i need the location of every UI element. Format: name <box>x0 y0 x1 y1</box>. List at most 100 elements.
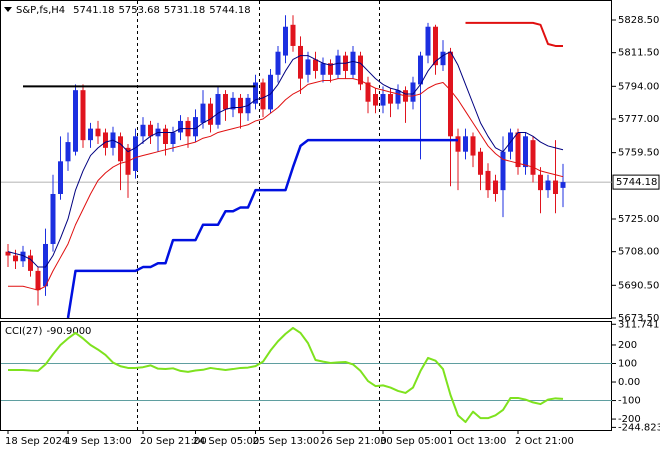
candle-body <box>133 136 138 171</box>
candle-body <box>275 51 281 75</box>
candle-body <box>283 26 288 56</box>
candle-body <box>305 59 311 75</box>
candle-body <box>193 117 198 137</box>
candle-body <box>388 94 393 104</box>
candle-body <box>28 255 33 271</box>
cci-label: CCI(27) -90.9000 <box>5 326 91 337</box>
overlay-line <box>66 138 458 319</box>
candle-body <box>163 128 168 145</box>
cci-value: -90.9000 <box>46 326 91 337</box>
cci-line <box>8 326 564 424</box>
overlay-line <box>8 78 564 291</box>
ohlc-low: 5731.18 <box>164 5 205 16</box>
candle-body <box>65 142 71 162</box>
candle-body <box>530 140 536 175</box>
y-tick-label: 5673.50 <box>618 313 659 324</box>
y-tick-label: -100 <box>618 396 641 407</box>
candle-body <box>20 251 26 262</box>
candle-body <box>215 94 221 125</box>
candle-body <box>358 55 363 85</box>
candle-body <box>223 94 228 110</box>
candle-body <box>335 55 341 75</box>
candle-body <box>230 97 236 110</box>
candle-body <box>140 124 146 137</box>
overlay-line <box>465 21 563 47</box>
y-tick-label: 5811.50 <box>618 48 659 59</box>
candle-body <box>35 270 41 291</box>
candle-body <box>268 74 273 110</box>
candle-body <box>470 136 476 156</box>
candle-body <box>538 174 543 191</box>
candle-body <box>380 94 386 106</box>
symbol: S&P,fs,H4 <box>16 5 65 16</box>
candle-body <box>365 82 371 102</box>
candle-body <box>148 124 153 137</box>
candle-body <box>493 180 498 194</box>
x-tick-label: 20 Sep 21:00 <box>140 436 207 447</box>
main-frame <box>0 0 612 319</box>
ohlc-high: 5753.68 <box>119 5 160 16</box>
overlay-line <box>7 51 564 268</box>
candle-body <box>350 51 356 75</box>
y-tick-label: 311.7415 <box>618 319 660 330</box>
candle-body <box>440 51 446 66</box>
candle-body <box>478 151 483 175</box>
candle-body <box>433 26 438 66</box>
candle-body <box>395 90 401 104</box>
candle-body <box>103 132 108 148</box>
cci-name: CCI(27) <box>5 326 43 337</box>
y-tick-label: -200 <box>618 414 641 425</box>
candle-body <box>418 55 423 85</box>
candle-body <box>88 128 93 141</box>
candle-body <box>328 63 333 75</box>
ohlc-open: 5741.18 <box>73 5 114 16</box>
candle-body <box>118 136 123 162</box>
candle-body <box>545 180 551 191</box>
y-tick-label: 5794.00 <box>618 81 659 92</box>
candle-body <box>208 103 213 125</box>
candle-body <box>298 45 303 79</box>
y-tick-label: 5828.50 <box>618 15 659 26</box>
candle-body <box>178 120 183 133</box>
candle-body <box>170 132 176 145</box>
y-tick-label: 5725.00 <box>618 214 659 225</box>
candle-body <box>425 26 431 56</box>
ohlc-close: 5744.18 <box>209 5 250 16</box>
candle-body <box>373 94 378 106</box>
y-tick-label: 200 <box>618 340 637 351</box>
x-tick-label: 1 Oct 13:00 <box>448 436 507 447</box>
y-tick-label: 5690.50 <box>618 280 659 291</box>
y-tick-label: 5777.00 <box>618 114 659 125</box>
y-tick-label: -244.823 <box>618 422 660 433</box>
x-tick-label: 25 Sep 13:00 <box>253 436 320 447</box>
y-tick-label: 5708.00 <box>618 247 659 258</box>
menu-triangle <box>4 7 12 12</box>
candle-body <box>553 180 558 194</box>
x-tick-label: 19 Sep 13:00 <box>65 436 132 447</box>
candle-body <box>320 63 326 75</box>
candle-body <box>448 51 453 137</box>
x-tick-label: 24 Sep 05:00 <box>193 436 260 447</box>
candle-body <box>485 170 491 191</box>
x-tick-label: 30 Sep 05:00 <box>380 436 447 447</box>
candle-body <box>95 128 101 137</box>
y-tick-label: 0.00 <box>618 377 640 388</box>
candle-body <box>50 193 56 244</box>
candle-body <box>73 90 78 152</box>
x-tick-label: 2 Oct 21:00 <box>515 436 574 447</box>
candle-body <box>5 251 11 256</box>
candle-body <box>500 151 506 191</box>
candle-body <box>515 132 521 168</box>
candle-body <box>313 59 318 71</box>
candle-body <box>410 82 416 102</box>
current-price-box <box>612 174 660 190</box>
candle-body <box>43 243 48 287</box>
candle-body <box>13 255 18 262</box>
candle-body <box>290 24 296 46</box>
candle-body <box>80 90 86 141</box>
candle-body <box>463 136 468 152</box>
cci-frame <box>0 321 612 431</box>
x-tick-label: 26 Sep 21:00 <box>320 436 387 447</box>
